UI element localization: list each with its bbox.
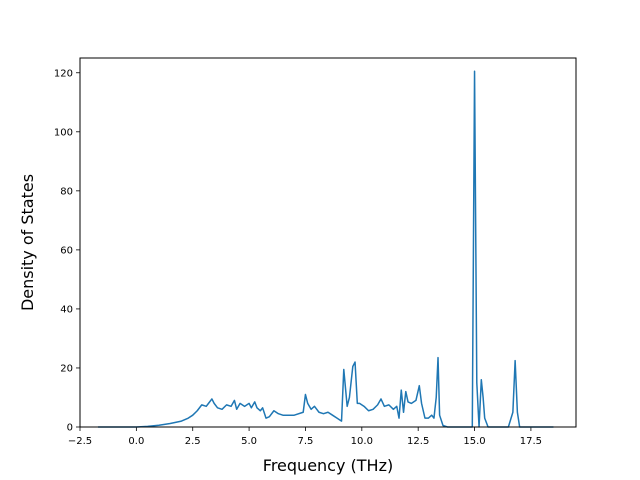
x-tick-label: 7.5 (298, 436, 314, 447)
x-tick-label: 10.0 (351, 436, 373, 447)
y-tick-label: 0 (67, 423, 73, 434)
x-tick-label: 5.0 (241, 436, 257, 447)
x-axis-ticks: −2.5 0.0 2.5 5.0 7.5 10.0 12.5 15.0 17.5 (68, 427, 542, 447)
x-tick-label: 17.5 (520, 436, 542, 447)
y-tick-label: 100 (54, 127, 73, 138)
x-tick-label: 12.5 (407, 436, 429, 447)
y-tick-label: 120 (54, 68, 73, 79)
series-lines (98, 70, 554, 428)
y-axis-ticks: 0 20 40 60 80 100 120 (54, 68, 80, 434)
x-axis-label: Frequency (THz) (263, 456, 393, 475)
x-tick-label: −2.5 (68, 436, 92, 447)
y-tick-label: 40 (60, 304, 73, 315)
dos-series-line (98, 70, 554, 428)
y-tick-label: 60 (60, 245, 73, 256)
y-tick-label: 20 (60, 363, 73, 374)
x-tick-label: 15.0 (463, 436, 485, 447)
x-tick-label: 0.0 (128, 436, 144, 447)
x-tick-label: 2.5 (185, 436, 201, 447)
y-axis-label: Density of States (18, 174, 37, 311)
plot-frame (79, 57, 577, 428)
y-tick-label: 80 (60, 186, 73, 197)
